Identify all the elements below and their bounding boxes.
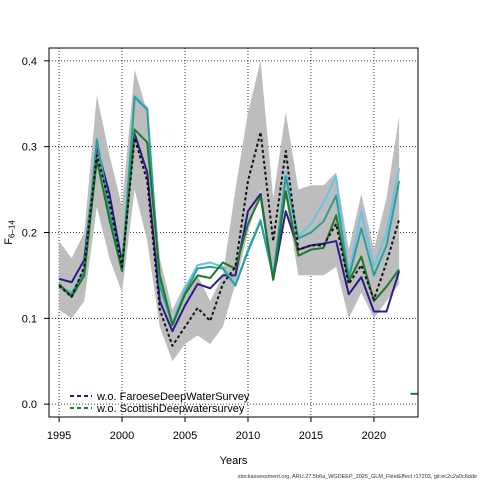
confidence-band-area — [59, 60, 400, 362]
legend-label: w.o. FaroeseDeepWaterSurvey — [96, 391, 250, 403]
x-axis: 1995 2000 2005 2010 2015 2020 — [47, 417, 386, 442]
x-tick-label: 2020 — [362, 430, 386, 442]
x-tick-label: 1995 — [47, 430, 71, 442]
y-axis-title-main: F — [3, 238, 15, 245]
y-tick-label: 0.3 — [22, 142, 37, 154]
y-tick-label: 0.2 — [22, 228, 37, 240]
y-tick-label: 0.1 — [22, 313, 37, 325]
footer-text: stockassessment.org, ARU.27.5b6a_WGDEEP_… — [238, 474, 477, 480]
series-lines — [58, 94, 401, 347]
x-axis-title: Years — [220, 455, 248, 467]
x-tick-label: 2005 — [173, 430, 197, 442]
x-tick-label: 2015 — [299, 430, 323, 442]
y-axis: 0.0 0.1 0.2 0.3 0.4 — [22, 56, 49, 411]
series-line-4 — [58, 128, 400, 327]
legend-label: w.o. ScottishDeepwatersurvey — [96, 403, 245, 415]
y-axis-title-subscript: 6–14 — [8, 220, 17, 238]
series-line-5 — [58, 131, 401, 347]
y-tick-label: 0.4 — [22, 56, 37, 68]
y-axis-title: F6–14 — [3, 220, 17, 245]
series-line-3 — [58, 95, 401, 326]
x-tick-label: 2010 — [236, 430, 260, 442]
confidence-band — [59, 60, 400, 362]
x-tick-label: 2000 — [110, 430, 134, 442]
y-tick-label: 0.0 — [22, 399, 37, 411]
